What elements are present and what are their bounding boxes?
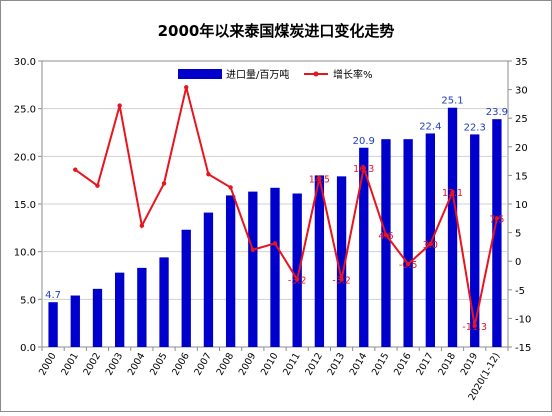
bar bbox=[314, 175, 325, 347]
bar bbox=[447, 107, 458, 347]
growth-value-label: 12.1 bbox=[442, 188, 463, 199]
bar bbox=[225, 195, 236, 347]
growth-value-label: 16.3 bbox=[353, 164, 374, 175]
right-tick-label: 30 bbox=[515, 86, 528, 97]
line-series bbox=[73, 85, 500, 329]
bar-value-label: 20.9 bbox=[353, 136, 375, 147]
growth-value-label: -3.2 bbox=[288, 276, 307, 287]
bar bbox=[381, 139, 391, 347]
right-tick-label: 20 bbox=[515, 143, 528, 154]
right-tick-label: -15 bbox=[515, 343, 531, 354]
right-tick-label: 15 bbox=[515, 171, 528, 182]
growth-point bbox=[272, 241, 278, 246]
growth-point bbox=[428, 241, 433, 247]
bar bbox=[359, 147, 369, 347]
bar-value-label: 22.3 bbox=[464, 122, 486, 133]
bar bbox=[48, 302, 58, 347]
left-tick-label: 15.0 bbox=[14, 200, 36, 211]
bar bbox=[270, 187, 280, 347]
growth-value-label: 3.0 bbox=[423, 240, 438, 251]
growth-value-label: 4.6 bbox=[378, 231, 393, 242]
right-tick-label: 0 bbox=[515, 257, 521, 268]
growth-point bbox=[184, 85, 189, 90]
growth-point bbox=[383, 232, 389, 238]
legend-bar-swatch bbox=[178, 69, 222, 79]
data-labels: 4.7 20.9 22.4 25.1 22.323.9 -3.2 14.5 -3.2 16.3 4… bbox=[45, 96, 508, 333]
bar bbox=[336, 176, 347, 347]
growth-point bbox=[294, 277, 300, 282]
growth-line bbox=[74, 87, 498, 327]
bar-series bbox=[48, 107, 502, 347]
right-tick-label: 10 bbox=[515, 200, 528, 211]
growth-point bbox=[339, 277, 344, 282]
growth-value-label: -11.3 bbox=[462, 322, 487, 333]
left-tick-label: 10.0 bbox=[14, 248, 36, 259]
legend-line-label: 增长率% bbox=[333, 68, 373, 81]
growth-value-label: -3.2 bbox=[332, 276, 351, 287]
bar bbox=[181, 229, 191, 347]
left-tick-label: 0.0 bbox=[20, 343, 36, 354]
right-tick-label: 35 bbox=[515, 57, 528, 68]
legend-bar-label: 进口量/百万吨 bbox=[226, 68, 289, 81]
bar bbox=[248, 191, 258, 347]
bar bbox=[115, 272, 125, 347]
bar-value-label: 23.9 bbox=[486, 107, 508, 118]
growth-point bbox=[317, 176, 322, 181]
growth-point bbox=[361, 165, 366, 171]
legend: 进口量/百万吨 增长率% bbox=[178, 68, 373, 81]
growth-point bbox=[405, 261, 411, 267]
right-tick-label: 5 bbox=[515, 229, 521, 240]
growth-point bbox=[472, 323, 477, 329]
growth-point bbox=[139, 223, 145, 228]
right-tick-label: -5 bbox=[515, 286, 525, 297]
legend-line-marker bbox=[313, 71, 319, 77]
bar-value-label: 22.4 bbox=[419, 121, 441, 132]
growth-point bbox=[450, 189, 455, 195]
growth-point bbox=[73, 167, 78, 172]
bar bbox=[492, 119, 502, 347]
growth-value-label: 14.5 bbox=[309, 174, 330, 185]
growth-point bbox=[250, 247, 256, 252]
growth-point bbox=[206, 172, 211, 177]
growth-point bbox=[117, 103, 122, 108]
growth-point bbox=[161, 181, 167, 186]
bar bbox=[137, 267, 147, 347]
left-tick-label: 25.0 bbox=[14, 105, 36, 116]
right-tick-label: -10 bbox=[515, 314, 531, 325]
left-tick-label: 20.0 bbox=[14, 152, 36, 163]
bar bbox=[470, 134, 480, 347]
chart-title: 2000年以来泰国煤炭进口变化走势 bbox=[158, 22, 395, 40]
left-tick-label: 5.0 bbox=[20, 295, 36, 306]
right-tick-label: 25 bbox=[515, 114, 528, 125]
bar-value-label: 4.7 bbox=[45, 290, 61, 301]
bar bbox=[425, 133, 435, 347]
growth-value-label: 7.5 bbox=[489, 214, 504, 225]
bar bbox=[203, 212, 214, 347]
growth-point bbox=[494, 216, 500, 221]
growth-point bbox=[95, 183, 100, 188]
growth-point bbox=[228, 185, 233, 190]
bar bbox=[70, 295, 80, 347]
left-tick-label: 30.0 bbox=[14, 57, 36, 68]
bar bbox=[92, 288, 103, 347]
bar-value-label: 25.1 bbox=[441, 96, 463, 107]
bar bbox=[403, 139, 413, 347]
bar bbox=[292, 193, 302, 347]
bar bbox=[159, 257, 169, 347]
growth-value-label: -0.5 bbox=[399, 260, 418, 271]
